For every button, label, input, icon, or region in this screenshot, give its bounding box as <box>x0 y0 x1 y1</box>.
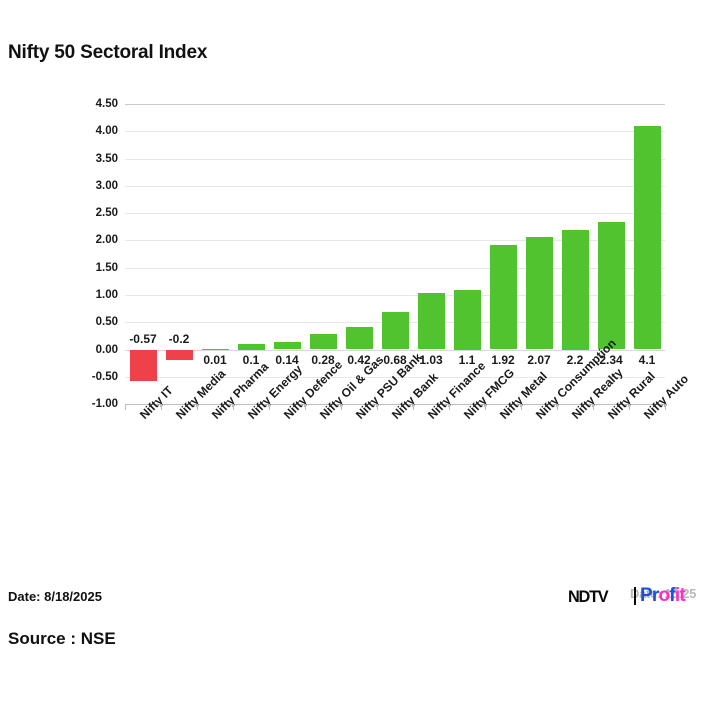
bar-value-label: -0.2 <box>168 331 190 346</box>
bar-value-label: 0.42 <box>347 352 371 367</box>
x-axis-tick-mark <box>197 404 198 410</box>
bar-value-label: 1.1 <box>458 352 476 367</box>
gridline <box>125 267 665 269</box>
logo-watermark-text: Date: 15:25 <box>630 586 697 601</box>
bar-value-label: 0.1 <box>242 352 260 367</box>
x-axis-tick-mark <box>305 404 306 410</box>
plot-area: -0.57 -0.2 0.01 0.1 0.14 0.28 0.42 0.68 1.03 1.1 1… <box>125 104 665 405</box>
bar[interactable] <box>489 244 517 350</box>
bar-value-label: -0.57 <box>129 331 157 346</box>
bar[interactable] <box>237 344 265 350</box>
bar-value-label: 2.2 <box>566 352 584 367</box>
x-axis-tick-mark <box>593 404 594 410</box>
gridline <box>125 294 665 296</box>
bar[interactable] <box>633 125 661 350</box>
bar-value-label: 0.68 <box>383 352 407 367</box>
y-axis-tick-label: 4.50 <box>95 98 118 110</box>
bar[interactable] <box>417 293 445 350</box>
x-axis-tick-mark <box>413 404 414 410</box>
profit-wordmark: Profit <box>640 585 686 607</box>
bar[interactable] <box>129 349 157 381</box>
bar-value-label: 0.01 <box>203 352 227 367</box>
gridline <box>125 213 665 215</box>
y-axis-tick-label: 4.00 <box>95 125 118 138</box>
y-axis-tick-label: 1.00 <box>95 288 118 301</box>
y-axis-tick-label: 1.50 <box>95 261 118 274</box>
gridline <box>125 349 665 351</box>
y-axis-tick-label: -1.00 <box>91 398 118 410</box>
bar-value-label: 1.92 <box>491 352 515 367</box>
profit-letter: f <box>669 585 675 606</box>
logo-divider <box>634 587 636 605</box>
y-axis-tick-label: 3.50 <box>95 152 118 165</box>
bar[interactable] <box>165 349 193 361</box>
bar-value-label: 0.28 <box>311 352 335 367</box>
bar-value-label: 2.34 <box>599 352 623 367</box>
gridline <box>125 240 665 242</box>
gridline <box>125 158 665 160</box>
y-axis-tick-label: 2.50 <box>95 207 118 220</box>
gridline <box>125 104 665 105</box>
profit-letter: i <box>674 585 680 606</box>
bar[interactable] <box>273 341 301 350</box>
profit-letter: t <box>679 585 685 606</box>
y-axis-tick-label: 2.00 <box>95 234 118 247</box>
bar[interactable] <box>453 289 481 350</box>
profit-letter: P <box>640 585 653 606</box>
gridline <box>125 376 665 378</box>
footer-source: Source : NSE <box>8 629 116 648</box>
x-axis-tick-mark <box>377 404 378 410</box>
bar[interactable] <box>597 221 625 350</box>
x-axis-tick-mark <box>485 404 486 410</box>
bar[interactable] <box>309 334 337 350</box>
bar[interactable] <box>381 312 409 350</box>
x-axis-tick-mark <box>557 404 558 410</box>
bar-chart: 4.50 4.00 3.50 3.00 2.50 2.00 1.50 1.00 0.50 0.00… <box>60 98 691 422</box>
ndtv-wordmark: NDTV <box>568 587 609 606</box>
gridline <box>125 131 665 133</box>
ndtv-profit-logo: Date: 15:25 NDTV Profit <box>568 584 714 610</box>
y-axis-tick-label: 3.00 <box>95 179 118 192</box>
bar-value-label: 0.14 <box>275 352 299 367</box>
x-axis-tick-mark <box>269 404 270 410</box>
bar[interactable] <box>345 326 373 350</box>
x-axis-line <box>125 404 665 405</box>
bar[interactable] <box>525 236 553 350</box>
x-axis-tick-mark <box>521 404 522 410</box>
profit-letter: r <box>651 585 659 606</box>
bar[interactable] <box>561 229 589 350</box>
profit-letter: o <box>658 585 670 606</box>
x-axis-tick-mark <box>125 404 126 410</box>
x-axis-tick-mark <box>341 404 342 410</box>
x-axis-tick-mark <box>161 404 162 410</box>
bar-value-label: 4.1 <box>638 352 656 367</box>
bar-value-label: 2.07 <box>527 352 551 367</box>
x-axis-tick-mark <box>665 404 666 410</box>
x-axis-tick-mark <box>629 404 630 410</box>
bar-value-label: 1.03 <box>419 352 443 367</box>
x-axis-tick-mark <box>449 404 450 410</box>
page-title: Nifty 50 Sectoral Index <box>8 42 208 63</box>
y-axis: 4.50 4.00 3.50 3.00 2.50 2.00 1.50 1.00 0.50 0.00… <box>60 98 118 410</box>
x-axis-tick-mark <box>233 404 234 410</box>
footer-date: Date: 8/18/2025 <box>8 589 102 604</box>
gridline <box>125 185 665 187</box>
y-axis-tick-label: 0.50 <box>95 316 118 329</box>
y-axis-tick-label: -0.50 <box>91 370 118 383</box>
y-axis-tick-label: 0.00 <box>95 343 118 356</box>
bar[interactable] <box>201 348 229 350</box>
